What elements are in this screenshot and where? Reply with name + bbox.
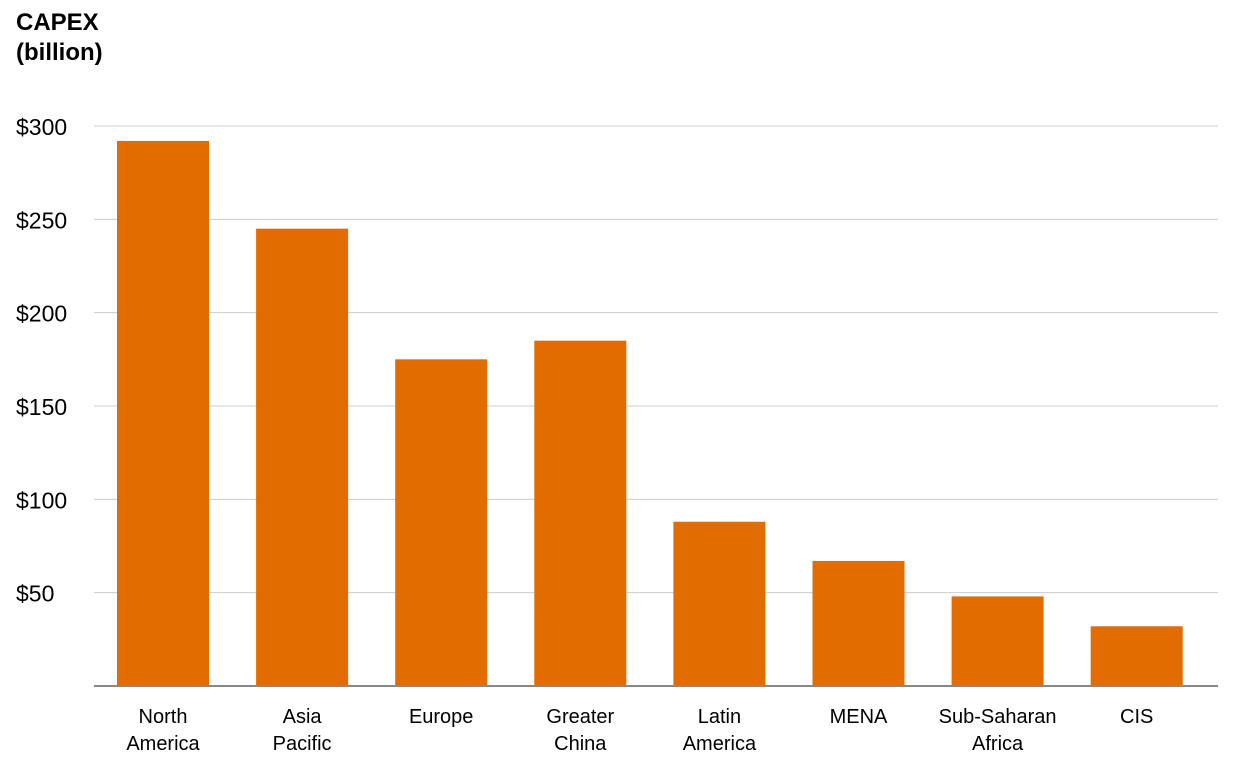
x-tick-label: North — [139, 706, 188, 728]
x-tick-label: Europe — [409, 706, 474, 728]
bar — [256, 228, 349, 686]
bar — [117, 140, 209, 686]
x-tick-label: Pacific — [273, 733, 332, 755]
bar — [812, 560, 905, 686]
y-tick-label: $150 — [16, 394, 67, 420]
x-tick-label: MENA — [830, 706, 888, 728]
y-tick-label: $200 — [16, 301, 67, 327]
y-axis-title: CAPEX (billion) — [16, 8, 103, 68]
x-tick-label: Greater — [546, 706, 614, 728]
x-tick-label: Latin — [698, 706, 741, 728]
y-tick-label: $50 — [16, 581, 54, 607]
y-axis-title-line-2: (billion) — [16, 39, 103, 66]
x-tick-label: America — [126, 733, 200, 755]
x-tick-label: Africa — [972, 733, 1024, 755]
y-tick-label: $100 — [16, 487, 67, 513]
y-tick-label: $250 — [16, 207, 67, 233]
x-tick-label: America — [683, 733, 757, 755]
bar — [673, 521, 766, 686]
x-tick-label: CIS — [1120, 706, 1153, 728]
bar — [395, 359, 488, 686]
x-tick-label: China — [554, 733, 607, 755]
bar — [534, 340, 627, 686]
y-tick-label: $300 — [16, 114, 67, 140]
x-tick-label: Sub-Saharan — [939, 706, 1057, 728]
bar — [951, 596, 1044, 686]
x-tick-label: Asia — [283, 706, 323, 728]
y-axis-title-line-1: CAPEX — [16, 9, 99, 36]
bar — [1090, 626, 1183, 686]
